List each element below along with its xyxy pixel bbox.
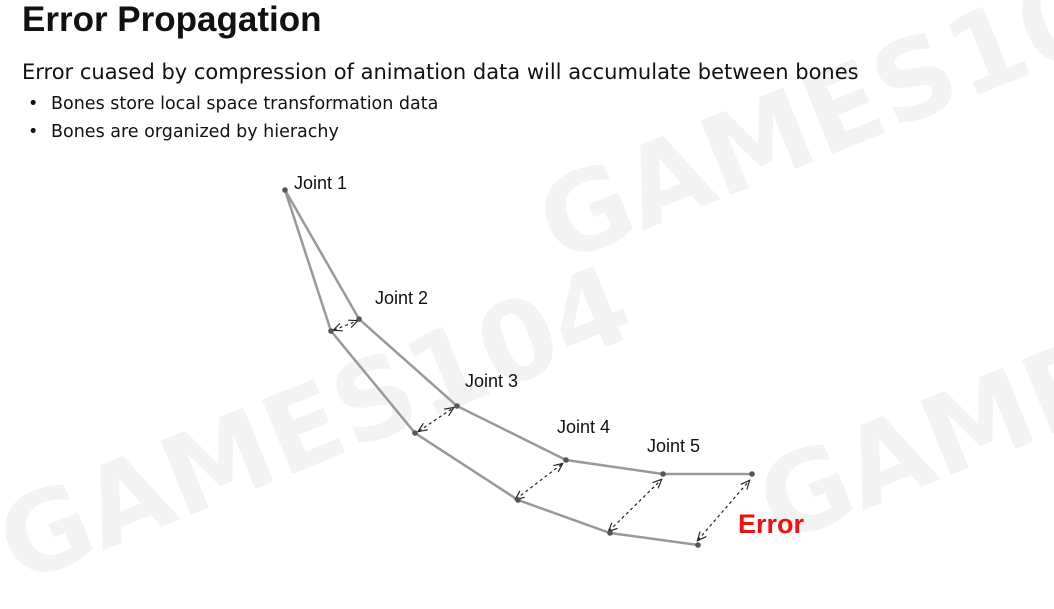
- joint-1-label: Joint 1: [294, 173, 347, 193]
- joint-dot: [607, 530, 613, 536]
- bullet-item: Bones are organized by hierachy: [24, 120, 438, 148]
- joint-dot: [749, 471, 755, 477]
- joint-dot: [660, 471, 666, 477]
- joint-2-label: Joint 2: [375, 288, 428, 308]
- joint-dot: [356, 316, 362, 322]
- joint-dot: [454, 403, 460, 409]
- original-bone-chain: [283, 189, 752, 476]
- error-arrow: [419, 408, 453, 431]
- error-label: Error: [738, 509, 805, 539]
- joint-3-label: Joint 3: [465, 371, 518, 391]
- bullet-item: Bones store local space transformation d…: [24, 92, 438, 120]
- bone-chain-diagram: Joint 1 Joint 2 Joint 3 Joint 4 Joint 5 …: [282, 173, 805, 548]
- joint-dot: [282, 187, 288, 193]
- joint-4-label: Joint 4: [557, 417, 610, 437]
- error-arrow: [516, 464, 562, 499]
- joint-dot: [328, 328, 334, 334]
- error-arrow: [609, 480, 661, 531]
- slide-subtitle: Error cuased by compression of animation…: [22, 60, 859, 84]
- joint-dot: [412, 430, 418, 436]
- slide-title: Error Propagation: [22, 0, 322, 39]
- joint-dot: [563, 457, 569, 463]
- joint-dot: [695, 542, 701, 548]
- compressed-bone-chain: [283, 189, 699, 547]
- error-arrow: [334, 321, 357, 330]
- joint-5-label: Joint 5: [647, 436, 700, 456]
- error-arrow: [698, 481, 749, 540]
- bullet-list: Bones store local space transformation d…: [24, 92, 438, 148]
- joint-dot: [515, 497, 521, 503]
